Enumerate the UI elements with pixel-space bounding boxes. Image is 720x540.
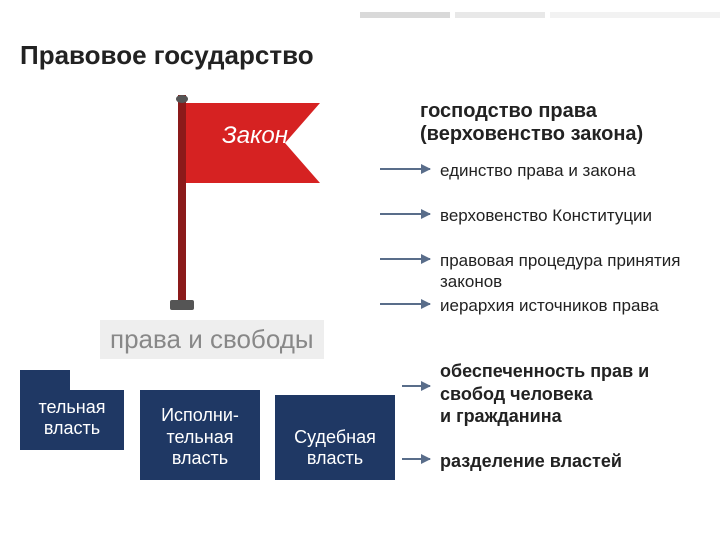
accent-segment	[360, 12, 450, 18]
box-line: Судебная	[294, 427, 376, 449]
arrow-icon	[380, 258, 430, 260]
top-accent-strip	[0, 12, 720, 18]
box-line: власть	[44, 418, 100, 440]
bullet-text: иерархия источников права	[440, 295, 659, 316]
arrow-icon	[380, 168, 430, 170]
accent-segment	[550, 12, 720, 18]
bullet-text: верховенство Конституции	[440, 205, 652, 226]
flag-label: Закон	[222, 122, 288, 150]
slide-title: Правовое государство	[20, 40, 314, 71]
arrow-icon	[380, 303, 430, 305]
bullet-text: разделение властей	[440, 450, 622, 473]
power-box: Судебнаявласть	[275, 395, 395, 480]
top-bar	[0, 0, 720, 12]
box-line: власть	[172, 448, 228, 470]
heading-line2: (верховенство закона)	[420, 123, 643, 146]
bullet-text: правовая процедура принятия законов	[440, 250, 720, 293]
heading-right: господство права(верховенство закона)	[420, 100, 643, 146]
arrow-icon	[380, 213, 430, 215]
box-line: тельная	[38, 397, 105, 419]
power-box: Исполни-тельнаявласть	[140, 380, 260, 480]
accent-segment	[455, 12, 545, 18]
bullet-text: единство права и закона	[440, 160, 636, 181]
arrow-icon	[402, 385, 430, 387]
bullet-text: обеспеченность прав исвобод человекаи гр…	[440, 360, 649, 428]
box-line: Исполни-	[161, 405, 239, 427]
arrow-icon	[402, 458, 430, 460]
overlay-text-bar: права и свободы	[100, 320, 324, 359]
box-line: власть	[307, 448, 363, 470]
box-line: тельная	[166, 427, 233, 449]
heading-line1: господство права	[420, 100, 643, 123]
